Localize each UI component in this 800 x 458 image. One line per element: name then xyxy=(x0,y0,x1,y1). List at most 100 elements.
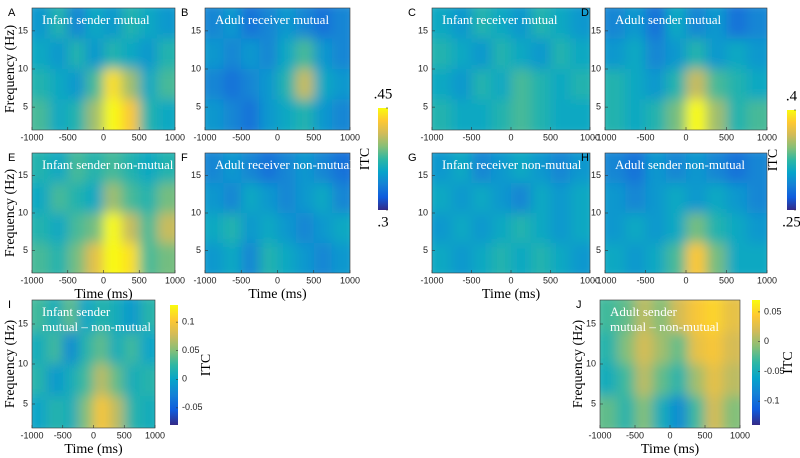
heatmap-cell xyxy=(103,213,123,244)
y-tick-label: 5 xyxy=(591,398,596,408)
heatmap-cell xyxy=(49,99,69,130)
y-tick-label: 15 xyxy=(418,25,428,35)
heatmap-cell xyxy=(93,300,110,333)
heatmap-cell xyxy=(705,300,724,333)
heatmap-cell xyxy=(600,300,619,333)
y-tick-label: 15 xyxy=(18,318,28,328)
y-tick-label: 5 xyxy=(196,102,201,112)
y-tick-label: 5 xyxy=(196,245,201,255)
x-axis-label: Time (ms) xyxy=(482,287,541,302)
heatmap-cell xyxy=(108,332,126,365)
heatmap-cell xyxy=(124,396,141,428)
colorbar-tick-label: .25 xyxy=(782,214,800,230)
heatmap-cell xyxy=(625,8,647,40)
heatmap-cell xyxy=(471,38,493,70)
heatmap-cell xyxy=(432,8,453,40)
heatmap-cell xyxy=(32,38,51,70)
panel-letter: B xyxy=(181,7,188,19)
colorbar-tick-label: 0.1 xyxy=(182,317,195,327)
heatmap-cell xyxy=(32,243,51,273)
heatmap-cell xyxy=(686,69,708,101)
panel-title: Adult sender xyxy=(610,304,677,319)
heatmap-cell xyxy=(124,332,141,365)
x-tick-label: -1000 xyxy=(593,275,616,285)
panel-letter: E xyxy=(8,152,15,164)
heatmap-cell xyxy=(85,99,105,130)
colorbar-tick-label: 0.05 xyxy=(764,306,782,316)
heatmap-cell xyxy=(726,153,748,184)
heatmap-cell xyxy=(625,153,647,184)
heatmap-cell xyxy=(157,69,175,101)
heatmap-cell xyxy=(511,69,532,101)
panel-title: mutual – non-mutual xyxy=(42,319,151,334)
colorbar xyxy=(378,108,388,210)
colorbar-tick-label: .45 xyxy=(374,86,393,102)
heatmap-cell xyxy=(550,153,572,184)
x-tick-label: -500 xyxy=(232,275,250,285)
x-tick-label: -1000 xyxy=(593,132,616,142)
heatmap-cell xyxy=(67,213,87,244)
heatmap-cell xyxy=(645,183,667,214)
heatmap-cell xyxy=(530,153,552,184)
panel-title: mutual – non-mutual xyxy=(610,319,719,334)
heatmap-cell xyxy=(471,213,493,244)
panel-letter: H xyxy=(581,152,589,164)
heatmap-cell xyxy=(451,99,473,130)
x-tick-label: 1000 xyxy=(580,275,600,285)
x-tick-label: 1000 xyxy=(165,132,185,142)
heatmap-cell xyxy=(625,69,647,101)
colorbar-label: ITC xyxy=(199,354,214,377)
heatmap xyxy=(205,8,350,130)
heatmap-cell xyxy=(223,153,243,184)
heatmap-cell xyxy=(85,38,105,70)
y-tick-label: 15 xyxy=(191,25,201,35)
panel-letter: A xyxy=(8,7,16,19)
colorbar-tick-label: -0.05 xyxy=(764,366,785,376)
panel-title: Infant receiver non-mutual xyxy=(442,157,582,172)
heatmap-cell xyxy=(511,243,532,273)
heatmap-cell xyxy=(277,183,297,214)
x-tick-label: 1000 xyxy=(145,430,165,440)
heatmap-cell xyxy=(570,183,590,214)
heatmap-cell xyxy=(331,99,350,130)
colorbar-tick-label: .3 xyxy=(377,214,388,230)
heatmap xyxy=(205,153,350,273)
heatmap-cell xyxy=(491,243,512,273)
x-tick-label: -1000 xyxy=(193,132,216,142)
heatmap-cell xyxy=(259,99,279,130)
heatmap-cell xyxy=(722,332,740,365)
heatmap-cells xyxy=(32,300,155,428)
heatmap xyxy=(32,8,175,130)
heatmap-cell xyxy=(241,8,261,40)
heatmap-cell xyxy=(600,364,619,397)
colorbar-label: ITC xyxy=(358,148,373,171)
x-tick-label: 1000 xyxy=(757,132,777,142)
heatmap-cell xyxy=(451,183,473,214)
heatmap-cell xyxy=(471,243,493,273)
heatmap-cell xyxy=(85,153,105,184)
heatmap-cell xyxy=(78,364,95,397)
heatmap-cell xyxy=(85,183,105,214)
heatmap-cell xyxy=(491,183,512,214)
y-tick-label: 15 xyxy=(586,318,596,328)
heatmap-cell xyxy=(93,332,110,365)
heatmap-cell xyxy=(85,213,105,244)
heatmap-cell xyxy=(205,243,225,273)
heatmap-cell xyxy=(726,243,748,273)
heatmap-cell xyxy=(530,8,552,40)
heatmap-cell xyxy=(241,213,261,244)
x-tick-label: 500 xyxy=(719,132,734,142)
heatmap-cell xyxy=(746,8,767,40)
heatmap-cell xyxy=(139,69,159,101)
x-tick-label: 1000 xyxy=(580,132,600,142)
heatmap-cell xyxy=(241,153,261,184)
heatmap-cell xyxy=(121,99,141,130)
colorbar xyxy=(752,300,760,425)
heatmap-cell xyxy=(295,8,315,40)
heatmap-cell xyxy=(432,38,453,70)
heatmap-cell xyxy=(241,99,261,130)
heatmap-cell xyxy=(511,38,532,70)
x-tick-label: 0 xyxy=(508,132,513,142)
heatmap-cell xyxy=(67,243,87,273)
heatmap-cell xyxy=(157,213,175,244)
